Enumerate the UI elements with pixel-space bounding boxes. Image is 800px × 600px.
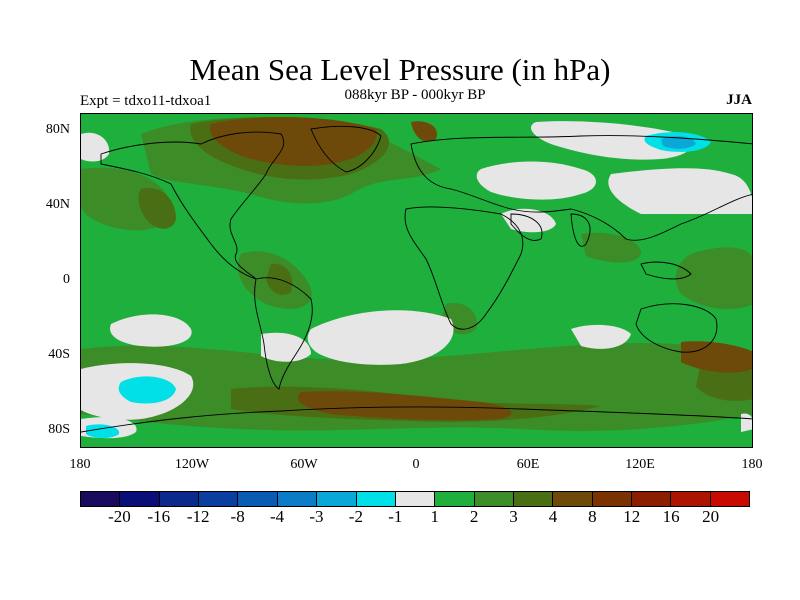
- lon-label-180w: 180: [69, 457, 91, 472]
- colorbar-label: 16: [662, 507, 680, 526]
- colorbar-swatch: [710, 492, 750, 506]
- colorbar-label: 1: [430, 507, 439, 526]
- colorbar-swatch: [513, 492, 554, 506]
- lat-label-80s: 80S: [48, 422, 70, 437]
- plot-title: Mean Sea Level Pressure (in hPa): [189, 52, 611, 87]
- colorbar-label: 2: [469, 507, 479, 526]
- colorbar-label: -16: [147, 507, 171, 526]
- coastlines: [81, 125, 752, 433]
- brown-regions: [210, 117, 752, 421]
- colorbar-swatch: [592, 492, 633, 506]
- lat-label-80n: 80N: [45, 122, 70, 137]
- colorbar-swatch: [553, 492, 593, 506]
- lon-label-0: 0: [412, 457, 420, 472]
- colorbar-swatch: [356, 492, 396, 506]
- colorbar-swatch: [277, 492, 318, 506]
- colorbar-label: -20: [108, 507, 131, 526]
- colorbar-swatch: [671, 492, 711, 506]
- colorbar: [80, 491, 750, 507]
- colorbar-swatch: [199, 492, 239, 506]
- colorbar-label: -8: [230, 507, 245, 526]
- colorbar-label: -4: [269, 507, 285, 526]
- plot-subtitle: 088kyr BP - 000kyr BP: [344, 87, 486, 103]
- colorbar-label: 4: [548, 507, 558, 526]
- colorbar-label: 3: [509, 507, 518, 526]
- colorbar-swatch: [474, 492, 514, 506]
- colorbar-swatch: [317, 492, 357, 506]
- lon-label-180e: 180: [741, 457, 763, 472]
- lon-label-60e: 60E: [516, 457, 540, 472]
- colorbar-swatch: [632, 492, 672, 506]
- colorbar-swatch: [435, 492, 475, 506]
- lat-label-40n: 40N: [45, 197, 70, 212]
- lat-label-40s: 40S: [48, 347, 70, 362]
- colorbar-label: -3: [309, 507, 324, 526]
- colorbar-label: -1: [388, 507, 403, 526]
- lon-label-60w: 60W: [290, 457, 318, 472]
- colorbar-swatch: [120, 492, 160, 506]
- experiment-label: Expt = tdxo11-tdxoa1: [80, 93, 212, 109]
- pressure-map: [80, 113, 753, 448]
- colorbar-label: -12: [186, 507, 210, 526]
- lat-label-0: 0: [63, 272, 70, 287]
- colorbar-label: -2: [348, 507, 363, 526]
- colorbar-swatch: [159, 492, 200, 506]
- lon-label-120e: 120E: [625, 457, 655, 472]
- lon-label-120w: 120W: [174, 457, 210, 472]
- colorbar-swatch: [395, 492, 436, 506]
- colorbar-swatch: [81, 492, 121, 506]
- colorbar-label: 12: [623, 507, 641, 526]
- colorbar-label: 8: [588, 507, 597, 526]
- colorbar-label: 20: [702, 507, 720, 526]
- colorbar-swatch: [238, 492, 278, 506]
- season-label: JJA: [726, 92, 752, 108]
- teal-regions: [661, 136, 696, 149]
